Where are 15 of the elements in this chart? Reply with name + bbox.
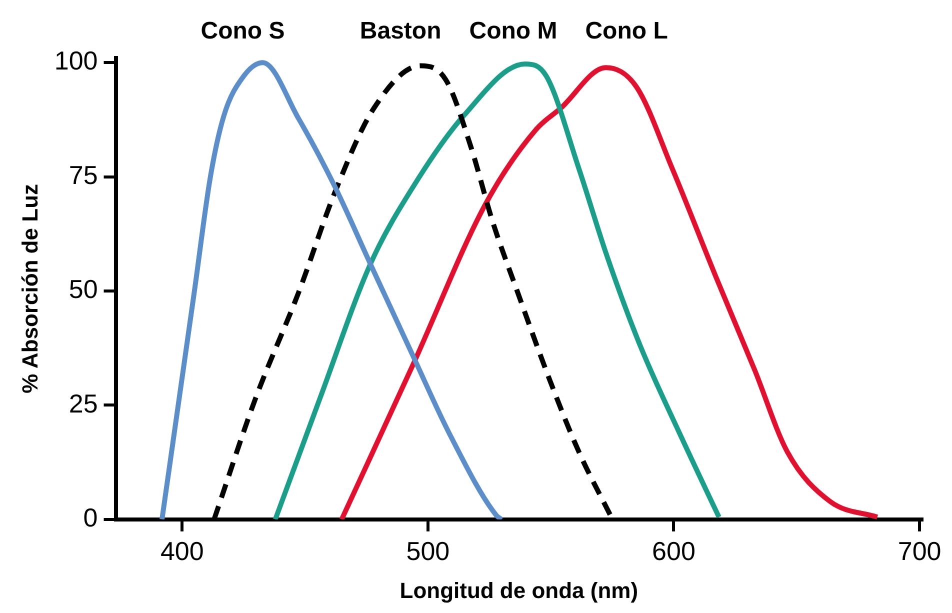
y-tick-label: 75 — [68, 160, 98, 190]
x-tick-label: 500 — [406, 536, 450, 566]
y-tick-label: 25 — [68, 388, 98, 418]
series-label: Cono M — [469, 18, 558, 45]
series-label: Baston — [360, 18, 442, 45]
x-axis-title: Longitud de onda (nm) — [400, 578, 638, 603]
y-axis-title: % Absorción de Luz — [17, 184, 42, 394]
x-tick-label: 400 — [160, 536, 204, 566]
x-tick-label: 700 — [898, 536, 942, 566]
y-tick-label: 100 — [54, 46, 98, 76]
x-tick-label: 600 — [652, 536, 696, 566]
y-tick-label: 0 — [83, 502, 98, 533]
series-label: Cono S — [200, 18, 285, 45]
y-tick-label: 50 — [68, 274, 98, 304]
series-label: Cono L — [585, 18, 668, 45]
